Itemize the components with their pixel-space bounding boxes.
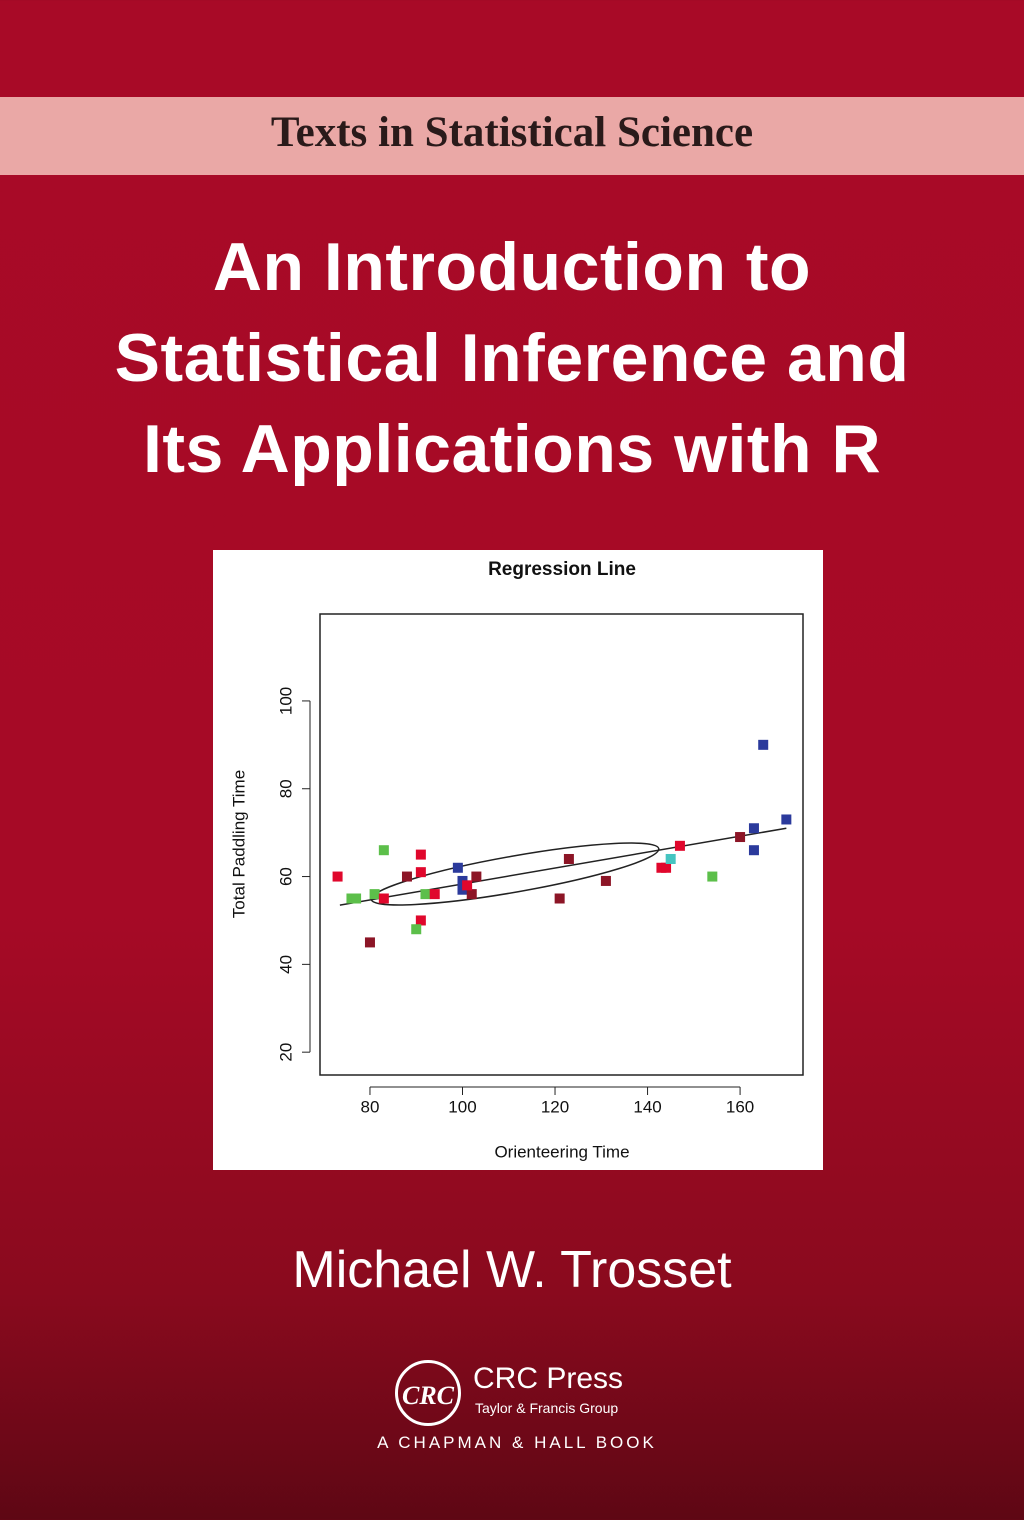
publisher-name: CRC Press <box>473 1362 624 1395</box>
x-axis-label: Orienteering Time <box>494 1142 629 1161</box>
point <box>462 880 473 891</box>
point <box>674 840 685 851</box>
point <box>781 814 792 825</box>
y-tick-label: 60 <box>276 867 295 886</box>
point <box>369 889 380 900</box>
point <box>748 845 759 856</box>
y-axis-label: Total Paddling Time <box>229 770 248 918</box>
publisher-logo: CRC <box>395 1360 461 1426</box>
point <box>735 832 746 843</box>
series-band <box>0 97 1024 175</box>
y-tick-label: 20 <box>276 1043 295 1062</box>
point <box>707 871 718 882</box>
chart-title: Regression Line <box>488 559 636 580</box>
point <box>758 739 769 750</box>
y-tick-label: 100 <box>276 687 295 715</box>
point <box>411 924 422 935</box>
point <box>466 889 477 900</box>
point <box>332 871 343 882</box>
point <box>415 915 426 926</box>
x-tick-label: 120 <box>541 1097 569 1116</box>
point <box>351 893 362 904</box>
publisher-group: Taylor & Francis Group <box>475 1400 619 1416</box>
title-line: An Introduction to <box>212 229 812 305</box>
point <box>420 889 431 900</box>
point <box>471 871 482 882</box>
title-line: Statistical Inference and <box>114 320 910 396</box>
point <box>401 871 412 882</box>
point <box>600 875 611 886</box>
x-tick-label: 100 <box>448 1097 476 1116</box>
point <box>563 853 574 864</box>
y-tick-label: 40 <box>276 955 295 974</box>
point <box>415 849 426 860</box>
point <box>748 823 759 834</box>
chart-panel: Regression Line Orienteering Time Total … <box>213 550 823 1170</box>
series-label: Texts in Statistical Science <box>270 109 754 156</box>
imprint: A CHAPMAN & HALL BOOK <box>377 1433 657 1452</box>
chart: Regression Line Orienteering Time Total … <box>229 559 804 1161</box>
x-tick-label: 140 <box>633 1097 661 1116</box>
regression-line <box>339 827 787 906</box>
point <box>378 893 389 904</box>
point <box>415 867 426 878</box>
point <box>661 862 672 873</box>
book-title: An Introduction to Statistical Inference… <box>0 222 1024 495</box>
title-line: Its Applications with R <box>142 411 882 487</box>
x-tick-label: 160 <box>726 1097 754 1116</box>
plot-frame <box>319 613 804 1076</box>
point <box>665 853 676 864</box>
x-tick-label: 80 <box>361 1097 380 1116</box>
confidence-ellipse <box>370 842 660 906</box>
y-tick-label: 80 <box>276 779 295 798</box>
point <box>554 893 565 904</box>
point <box>378 845 389 856</box>
author: Michael W. Trosset <box>292 1241 732 1299</box>
point <box>429 889 440 900</box>
point <box>452 862 463 873</box>
point <box>364 937 375 948</box>
